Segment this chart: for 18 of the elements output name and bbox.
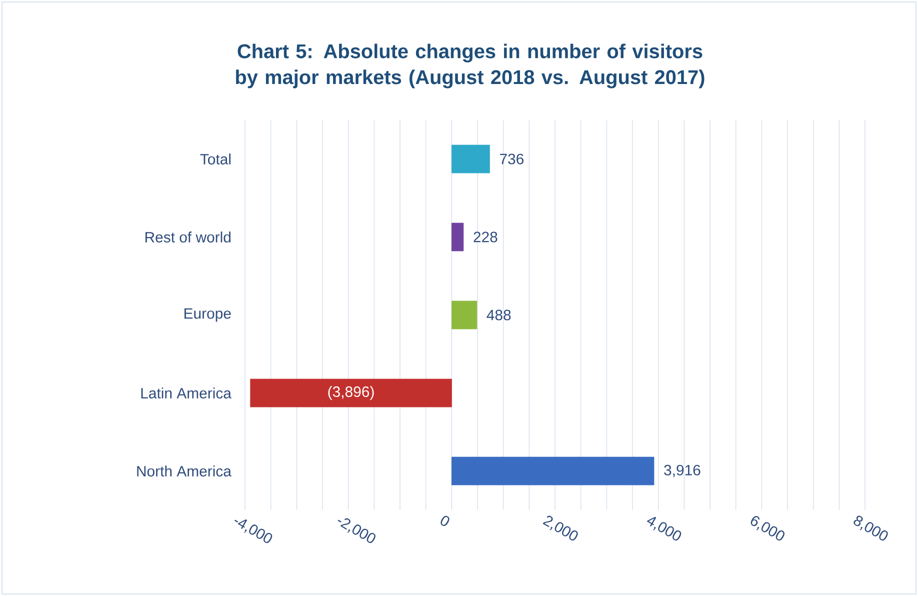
- data-label: 488: [486, 310, 511, 320]
- y-tick-label: Total: [200, 154, 230, 164]
- x-tick-label: 6,000: [750, 516, 784, 541]
- x-tick-label: 4,000: [646, 516, 682, 541]
- y-tick-label: Rest of world: [145, 232, 230, 242]
- x-tick-label: 2,000: [542, 516, 578, 541]
- chart-title: Chart 5: Absolute changes in number of visitors by major markets (August 2018 vs. August 2017): [236, 44, 704, 88]
- x-tick-label: 0: [440, 516, 450, 526]
- x-tick-label: -4,000: [234, 519, 272, 544]
- data-label: (3,896): [328, 386, 374, 400]
- x-tick-label: 8,000: [854, 516, 888, 541]
- data-label: 3,916: [664, 464, 700, 478]
- data-label: 228: [474, 232, 498, 242]
- y-tick-label: Europe: [184, 308, 231, 322]
- x-tick-label: -2,000: [338, 518, 376, 544]
- y-tick-label: Latin America: [141, 388, 232, 398]
- data-label: 736: [500, 154, 524, 164]
- y-tick-label: North America: [137, 466, 232, 476]
